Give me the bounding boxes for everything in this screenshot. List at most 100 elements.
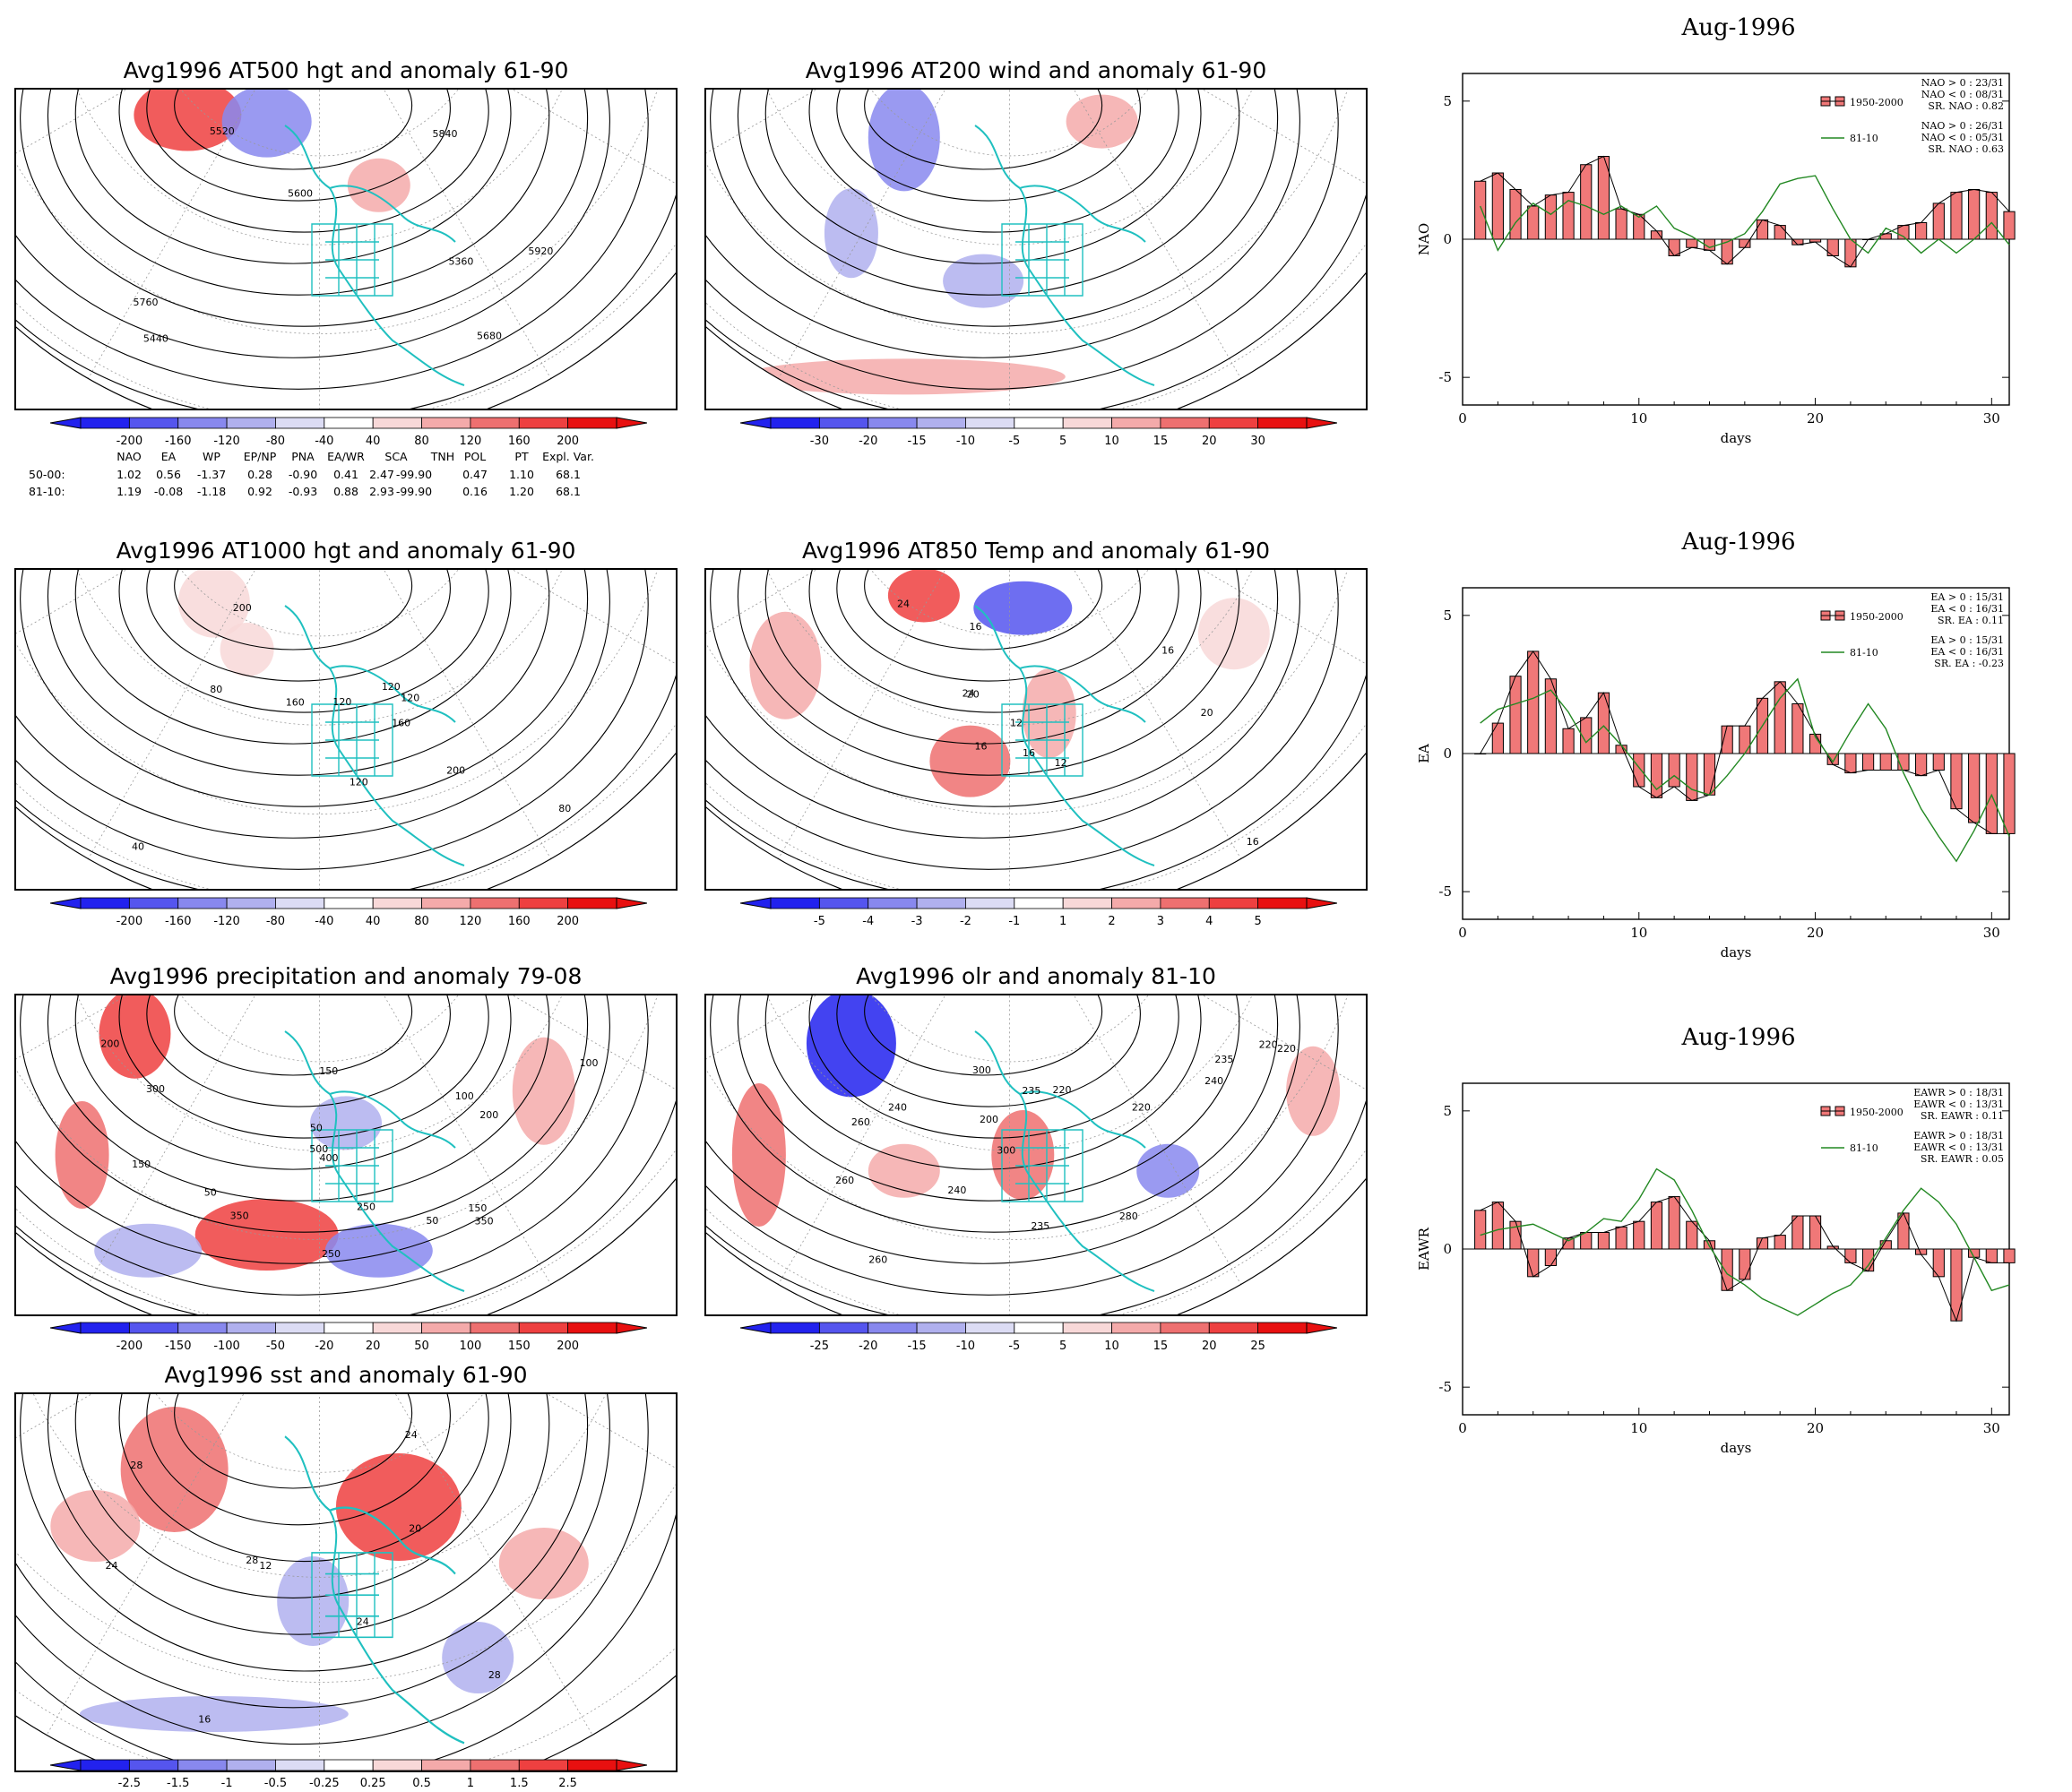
table-cell: 2.93 [369,485,394,498]
contour-label: 400 [319,1152,338,1164]
contour-line [706,995,1300,1264]
contour-line [808,90,1179,233]
cbar-label: -10 [956,435,975,448]
cbar-label: -0.5 [264,1777,287,1790]
cbar-label: 15 [1153,435,1169,448]
contour-line [146,570,451,682]
contour-line [836,90,1141,202]
contour-label: 24 [897,598,910,609]
cbar-swatch [275,1322,325,1334]
map-plot: 260 235 220 240 280 300 235 260 220 200 240 220 260 2… [704,994,1368,1316]
legend-label: 1950-2000 [1850,611,1904,623]
longitude-line [16,995,320,1116]
y-axis-label: EAWR [1416,1227,1432,1271]
contour-label: 16 [974,740,987,752]
cbar-label: 4 [1205,915,1213,928]
contour-line [16,995,649,1296]
cbar-swatch [177,417,228,429]
cbar-swatch [1111,1322,1161,1334]
cbar-label: 20 [1202,1340,1217,1353]
colorbar: -5 -4 -3 -2 -1 1 2 3 4 5 [740,897,1337,928]
contour-line [146,1394,451,1526]
cbar-label: 1 [1059,915,1066,928]
table-header: SCA [384,450,408,463]
cbar-label: -25 [810,1340,829,1353]
contour-line [47,1394,550,1635]
legend-stat: SR. EA : -0.23 [1934,658,2004,669]
bar [1615,208,1627,240]
cbar-arrow-left [740,1322,772,1334]
bar [1562,192,1575,240]
cbar-label: 200 [557,435,579,448]
longitude-line [319,90,552,379]
ts-title: Aug-1996 [1681,529,1796,556]
cbar-swatch [80,1322,130,1334]
table-header: EP/NP [244,450,277,463]
cbar-swatch [1014,417,1064,429]
cbar-label: 3 [1157,915,1164,928]
contour-label: 5920 [528,246,553,257]
cbar-label: -20 [859,435,877,448]
cbar-swatch [1111,897,1161,909]
cbar-swatch [567,1322,617,1334]
contour-line [146,995,451,1107]
cbar-label: 120 [459,915,481,928]
bar [1491,172,1504,240]
cbar-label: 2.5 [558,1777,577,1790]
contour-label: 20 [409,1522,421,1534]
cbar-label: -10 [956,1340,975,1353]
bar [1844,1248,1857,1263]
cbar-swatch [275,897,325,909]
cbar-swatch [177,897,228,909]
cbar-arrow-right [616,1759,647,1771]
colorbar: -200 -150 -100 -50 -20 20 50 100 150 200 [50,1322,647,1353]
bar-outline-line [1480,1195,2009,1322]
longitude-line [778,995,1010,1285]
cbar-swatch [421,897,471,909]
cbar-swatch [324,1322,374,1334]
cbar-arrow-left [740,897,772,909]
x-tick-label: 10 [1630,925,1647,941]
cbar-label: 80 [414,435,429,448]
anomaly-shade [498,1528,589,1599]
state-borders [1001,1129,1083,1202]
contour-label: 5680 [477,330,502,341]
cbar-swatch [567,1759,617,1771]
y-axis-label: NAO [1416,223,1432,255]
cbar-swatch [1111,417,1161,429]
cbar-label: -160 [165,435,192,448]
cbar-label: -3 [911,915,923,928]
contour-label: 24 [963,687,975,699]
bar [2003,753,2016,834]
cbar-arrow-right [1306,1322,1337,1334]
contour-label: 100 [580,1057,599,1069]
cbar-arrow-right [616,1322,647,1334]
cbar-swatch [1257,1322,1308,1334]
map-title: Avg1996 olr and anomaly 81-10 [856,963,1216,989]
legend-stat: EA < 0 : 16/31 [1930,603,2004,615]
table-cell: 0.92 [247,485,272,498]
cbar-label: 15 [1153,1340,1169,1353]
bar [1968,753,1981,823]
contour-label: 120 [382,681,401,693]
bar-outline-line [1480,650,2009,834]
cbar-label: 0.25 [360,1777,386,1790]
cbar-arrow-right [1306,417,1337,429]
cbar-label: -150 [165,1340,192,1353]
cbar-swatch [128,1759,179,1771]
bar [1985,192,1998,240]
legend-stat: NAO < 0 : 05/31 [1921,132,2004,143]
cbar-label: 1.5 [510,1777,529,1790]
legend-stat: SR. EA : 0.11 [1938,615,2004,626]
latitude-line [141,90,498,157]
contour-label: 160 [286,697,305,709]
table-cell: 0.41 [333,468,358,481]
cbar-swatch [965,1322,1015,1334]
legend-label: 1950-2000 [1850,97,1904,108]
latitude-line [16,1394,676,1683]
latitude-line [831,570,1188,637]
cbar-label: -20 [859,1340,877,1353]
cbar-swatch [324,1759,374,1771]
